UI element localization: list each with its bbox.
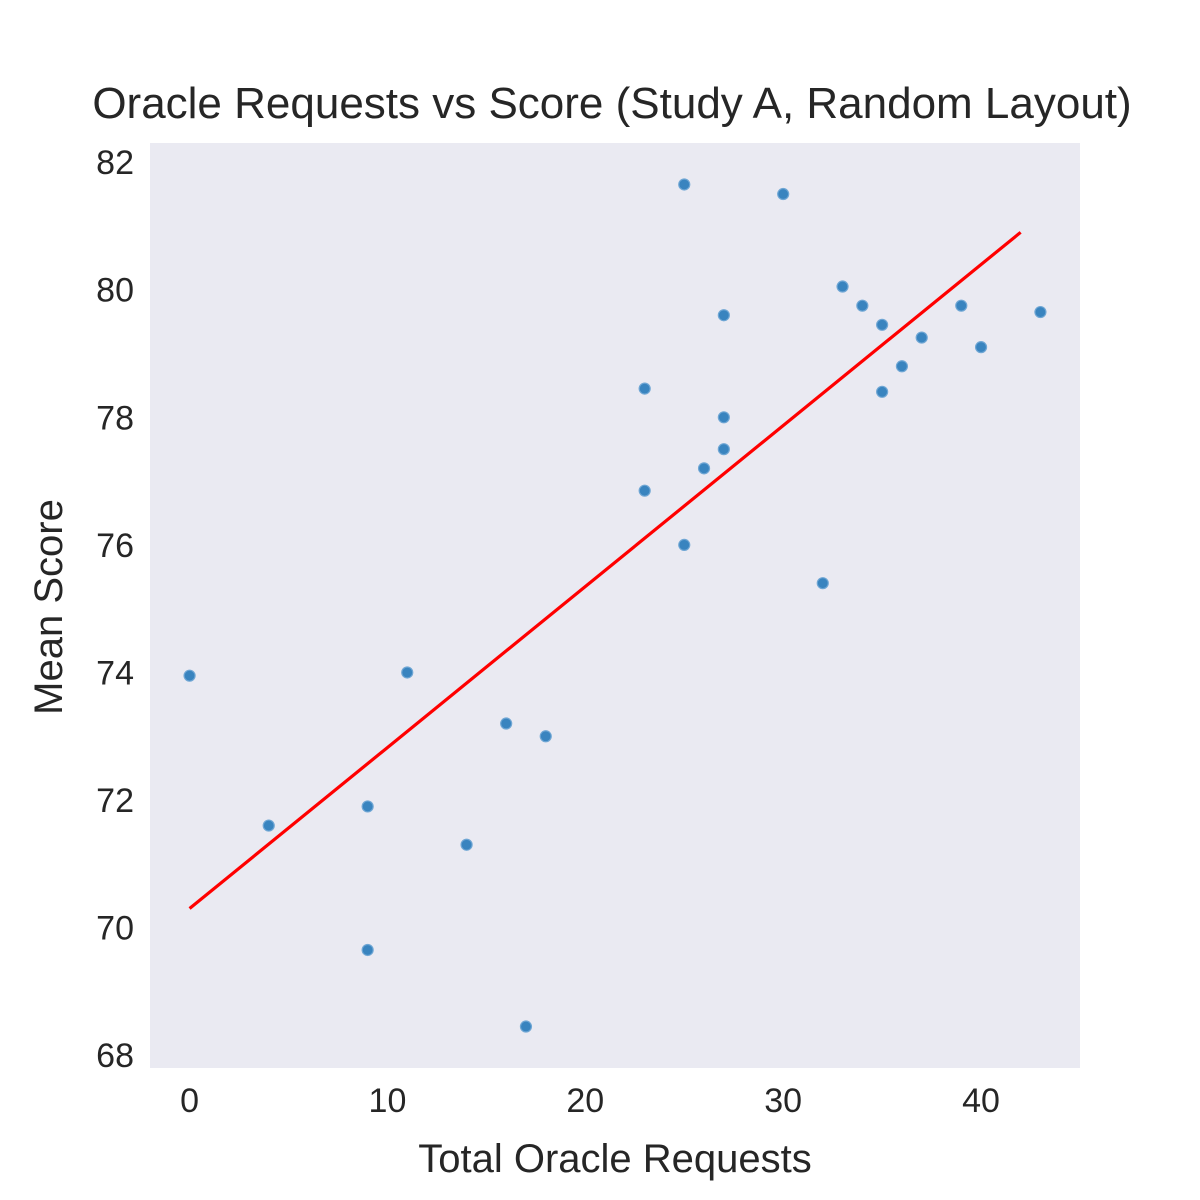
data-point-1 (183, 669, 196, 682)
data-point-3 (361, 800, 374, 813)
data-point-13 (678, 538, 691, 551)
fit-line-layer (188, 231, 1022, 910)
data-point-27 (974, 341, 988, 354)
data-point-15 (717, 309, 730, 322)
data-point-22 (876, 318, 889, 331)
x-tick-labels: 0 10 20 30 40 (180, 1082, 1000, 1120)
x-tick-label-20: 20 (566, 1082, 604, 1120)
data-point-24 (895, 360, 909, 373)
y-tick-label-70: 70 (96, 910, 134, 948)
data-point-8 (519, 1020, 533, 1033)
y-tick-label-82: 82 (96, 144, 134, 182)
data-point-6 (460, 838, 473, 851)
data-point-20 (836, 280, 849, 293)
data-point-11 (638, 484, 651, 497)
data-point-12 (678, 178, 691, 191)
data-point-7 (500, 717, 513, 730)
y-tick-label-80: 80 (96, 272, 134, 310)
chart-title: Oracle Requests vs Score (Study A, Rando… (92, 79, 1131, 128)
data-point-25 (915, 331, 928, 344)
data-point-19 (816, 577, 829, 590)
x-tick-label-40: 40 (962, 1082, 1000, 1120)
data-point-5 (401, 666, 414, 679)
y-tick-label-78: 78 (96, 399, 134, 437)
x-axis-label: Total Oracle Requests (418, 1137, 812, 1181)
y-tick-labels: 68 70 72 74 76 78 80 82 (96, 144, 134, 1075)
y-tick-label-74: 74 (96, 654, 134, 692)
data-point-4 (361, 943, 374, 957)
x-tick-label-0: 0 (180, 1082, 199, 1120)
data-point-26 (955, 299, 968, 312)
plot-background (150, 143, 1080, 1068)
data-point-21 (856, 299, 869, 312)
y-tick-label-68: 68 (96, 1037, 134, 1075)
regression-line (188, 231, 1022, 910)
data-point-9 (539, 730, 552, 743)
x-tick-label-10: 10 (369, 1082, 407, 1120)
data-point-17 (717, 443, 730, 456)
data-point-2 (262, 819, 275, 832)
y-axis-label: Mean Score (27, 499, 71, 715)
data-points (183, 178, 1047, 1033)
data-point-28 (1034, 305, 1047, 319)
data-point-10 (638, 382, 651, 395)
x-tick-label-30: 30 (764, 1082, 802, 1120)
y-tick-label-72: 72 (96, 782, 134, 820)
data-point-23 (876, 385, 889, 398)
data-point-18 (777, 187, 790, 201)
y-tick-label-76: 76 (96, 527, 134, 565)
data-point-16 (717, 411, 730, 424)
data-point-14 (697, 462, 711, 475)
